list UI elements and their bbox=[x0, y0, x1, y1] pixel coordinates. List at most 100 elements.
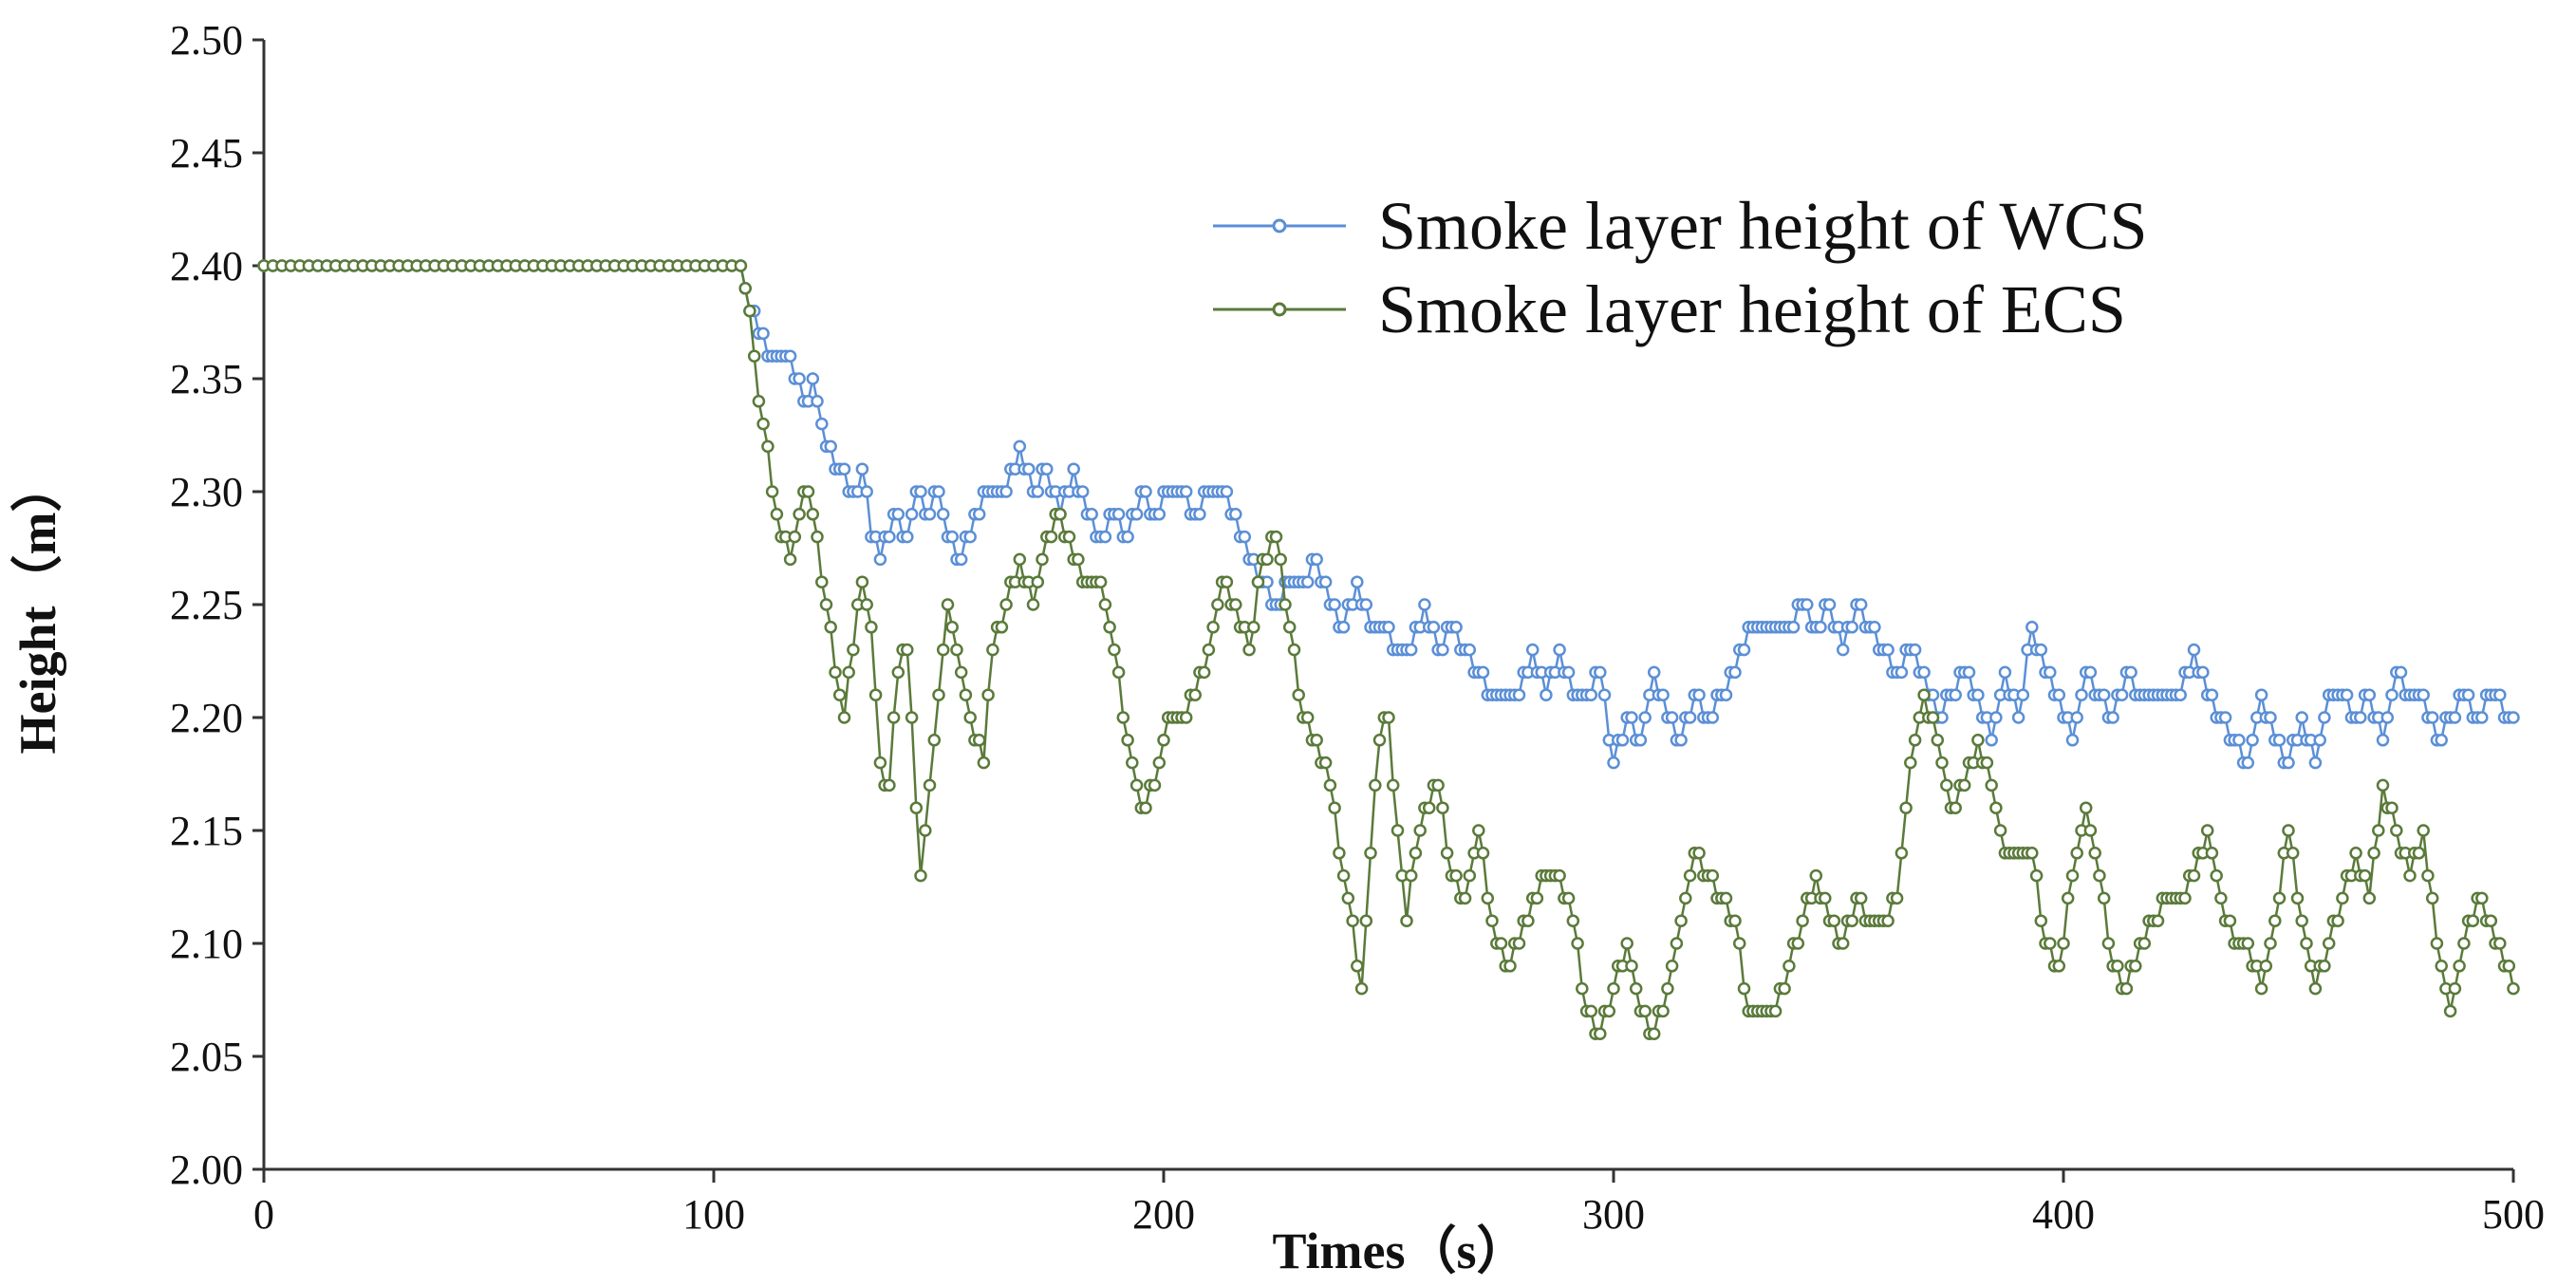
data-point bbox=[1085, 508, 1098, 521]
data-point bbox=[1282, 621, 1297, 634]
data-point bbox=[1620, 937, 1633, 950]
data-point bbox=[1044, 530, 1058, 544]
data-point bbox=[1098, 530, 1112, 544]
data-point bbox=[2254, 981, 2268, 996]
data-point bbox=[2044, 665, 2057, 680]
data-point bbox=[1584, 1004, 1598, 1018]
data-point bbox=[1220, 485, 1234, 498]
data-point bbox=[986, 643, 999, 657]
data-point bbox=[793, 372, 806, 385]
data-point bbox=[2457, 937, 2471, 950]
data-point bbox=[2507, 981, 2520, 996]
data-point bbox=[1985, 734, 1998, 747]
data-point bbox=[1382, 621, 1395, 634]
data-point bbox=[842, 665, 855, 680]
data-point bbox=[1463, 643, 1477, 657]
data-point bbox=[1692, 847, 1706, 860]
data-point bbox=[824, 439, 837, 454]
data-point bbox=[936, 508, 950, 521]
data-point bbox=[868, 688, 883, 701]
data-point bbox=[1949, 801, 1962, 814]
y-tick-label: 2.00 bbox=[170, 1147, 243, 1193]
data-point bbox=[1372, 734, 1387, 747]
data-point bbox=[1809, 868, 1823, 883]
data-point bbox=[2111, 960, 2124, 973]
data-point bbox=[1633, 734, 1648, 747]
data-point bbox=[883, 778, 896, 793]
data-point bbox=[2083, 665, 2098, 680]
data-point bbox=[811, 395, 824, 408]
data-point bbox=[1188, 688, 1202, 701]
data-point bbox=[1607, 755, 1620, 770]
data-point bbox=[1656, 688, 1670, 701]
data-point bbox=[2196, 665, 2210, 680]
data-point bbox=[2390, 824, 2403, 837]
data-point bbox=[2475, 891, 2489, 905]
data-point bbox=[2340, 688, 2354, 701]
data-point bbox=[2079, 801, 2093, 814]
data-point bbox=[941, 598, 955, 611]
data-point bbox=[1220, 575, 1234, 588]
data-point bbox=[2417, 824, 2430, 837]
data-point bbox=[865, 621, 878, 634]
data-point bbox=[1615, 734, 1630, 747]
data-point bbox=[2268, 914, 2282, 927]
data-point bbox=[1962, 665, 1976, 680]
data-point bbox=[963, 530, 977, 544]
data-point bbox=[1229, 598, 1242, 611]
data-point bbox=[1786, 621, 1801, 634]
data-point bbox=[2034, 643, 2048, 657]
x-tick-label: 400 bbox=[2032, 1191, 2095, 1238]
data-point bbox=[977, 755, 991, 770]
data-point bbox=[1796, 914, 1809, 927]
data-point bbox=[2376, 778, 2390, 793]
data-point bbox=[1427, 621, 1441, 634]
data-point bbox=[2372, 824, 2385, 837]
data-point bbox=[1895, 665, 1909, 680]
data-point bbox=[2097, 891, 2111, 905]
data-point bbox=[1584, 688, 1598, 701]
data-point bbox=[1202, 643, 1216, 657]
data-point bbox=[1197, 665, 1211, 680]
data-point bbox=[756, 417, 770, 431]
legend-marker bbox=[1272, 218, 1287, 233]
data-point bbox=[1521, 914, 1535, 927]
data-point bbox=[873, 755, 887, 770]
y-tick-label: 2.40 bbox=[170, 243, 243, 289]
data-point bbox=[1908, 734, 1922, 747]
data-point bbox=[2205, 847, 2219, 860]
data-point bbox=[1031, 575, 1045, 588]
data-point bbox=[1656, 1004, 1670, 1018]
data-point bbox=[1494, 937, 1508, 950]
data-point bbox=[761, 439, 775, 454]
data-point bbox=[1269, 530, 1283, 544]
x-axis-title: Times（s） bbox=[1272, 1222, 1527, 1279]
data-point bbox=[1022, 462, 1036, 476]
data-point bbox=[2331, 914, 2344, 927]
data-point bbox=[2358, 868, 2372, 883]
data-point bbox=[1157, 734, 1170, 747]
data-point bbox=[1323, 778, 1337, 793]
data-point bbox=[1845, 914, 1858, 927]
data-point bbox=[1732, 937, 1746, 950]
data-point bbox=[815, 575, 829, 588]
y-tick-label: 2.30 bbox=[170, 469, 243, 515]
data-point bbox=[1346, 914, 1359, 927]
data-point bbox=[1819, 891, 1832, 905]
y-tick-label: 2.45 bbox=[170, 130, 243, 177]
data-point bbox=[2246, 734, 2259, 747]
data-point bbox=[2425, 711, 2439, 724]
y-tick-label: 2.25 bbox=[170, 582, 243, 628]
data-point bbox=[1940, 778, 1953, 793]
data-point bbox=[1917, 665, 1931, 680]
data-point bbox=[1836, 643, 1850, 657]
data-point bbox=[1206, 621, 1220, 634]
data-point bbox=[2507, 711, 2520, 724]
plot-area bbox=[257, 259, 2520, 1040]
data-point bbox=[1625, 711, 1638, 724]
data-point bbox=[2174, 688, 2187, 701]
data-point bbox=[1957, 778, 1971, 793]
data-point bbox=[1679, 891, 1692, 905]
data-point bbox=[2029, 868, 2044, 883]
